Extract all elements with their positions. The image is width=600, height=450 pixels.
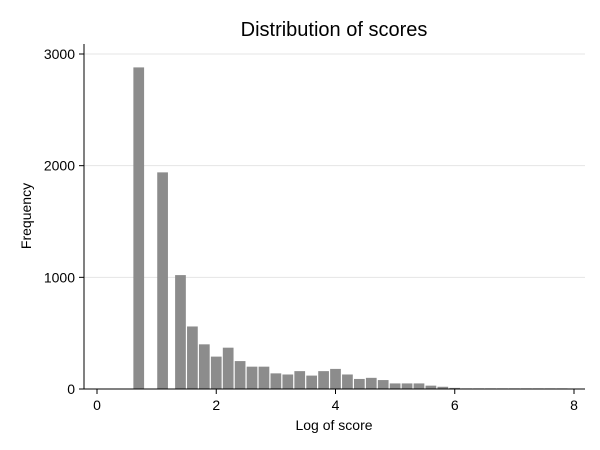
y-tick-label-0: 0 <box>67 381 75 397</box>
histogram-bar-12 <box>294 371 306 389</box>
histogram-bar-0 <box>133 67 145 390</box>
histogram-bar-1 <box>157 172 168 389</box>
chart-title: Distribution of scores <box>241 19 428 41</box>
y-tick-label-2000: 2000 <box>44 158 75 174</box>
x-tick-label-0: 0 <box>93 397 101 413</box>
histogram-bar-22 <box>413 383 425 389</box>
y-tick-label-3000: 3000 <box>44 46 75 62</box>
histogram-bar-3 <box>187 326 198 389</box>
histogram-bar-25 <box>449 387 461 389</box>
x-axis-ticks: 0 2 4 6 8 <box>93 389 578 413</box>
histogram-bar-18 <box>365 377 377 389</box>
histogram-bar-23 <box>425 385 437 389</box>
y-tick-label-1000: 1000 <box>44 269 75 285</box>
histogram-bar-7 <box>234 361 246 389</box>
histogram-bar-11 <box>282 374 294 389</box>
histogram-bar-20 <box>389 383 401 389</box>
histogram-bar-10 <box>270 373 282 389</box>
bars <box>133 67 568 390</box>
histogram-bar-5 <box>210 356 222 389</box>
histogram-bar-2 <box>175 275 186 389</box>
histogram-bar-9 <box>258 366 270 389</box>
x-tick-label-6: 6 <box>451 397 459 413</box>
x-tick-label-2: 2 <box>212 397 220 413</box>
histogram-bar-13 <box>306 375 318 389</box>
histogram-bar-14 <box>318 371 329 389</box>
axes <box>83 44 585 390</box>
histogram-bar-17 <box>353 378 365 389</box>
histogram-bar-4 <box>198 344 210 389</box>
histogram-bar-16 <box>342 374 353 389</box>
x-axis-label: Log of score <box>295 417 372 433</box>
x-tick-label-8: 8 <box>570 397 578 413</box>
histogram-bar-24 <box>437 386 449 389</box>
histogram-bar-19 <box>377 380 389 389</box>
histogram-bar-21 <box>401 383 413 389</box>
histogram-bar-15 <box>330 368 341 389</box>
y-axis-label: Frequency <box>18 183 34 249</box>
x-tick-label-4: 4 <box>332 397 340 413</box>
histogram-bar-8 <box>246 366 258 389</box>
y-axis-ticks: 0 1000 2000 3000 <box>44 46 84 397</box>
histogram-bar-6 <box>222 347 234 389</box>
